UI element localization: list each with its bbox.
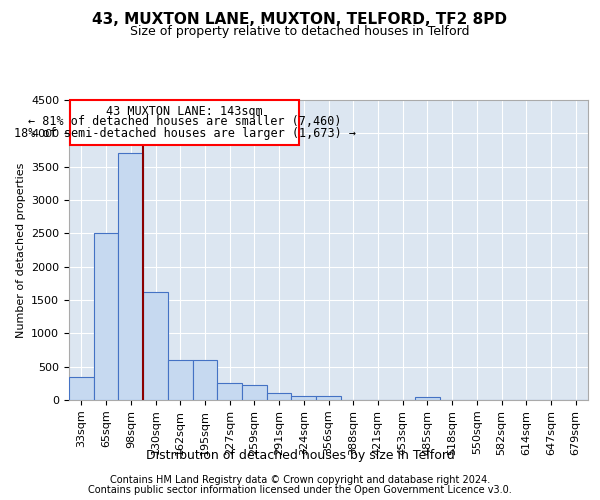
- Bar: [193, 360, 217, 400]
- Y-axis label: Number of detached properties: Number of detached properties: [16, 162, 26, 338]
- Bar: [69, 376, 94, 400]
- Text: Contains HM Land Registry data © Crown copyright and database right 2024.: Contains HM Land Registry data © Crown c…: [110, 475, 490, 485]
- FancyBboxPatch shape: [70, 100, 299, 144]
- Text: 18% of semi-detached houses are larger (1,673) →: 18% of semi-detached houses are larger (…: [14, 126, 356, 140]
- Text: Size of property relative to detached houses in Telford: Size of property relative to detached ho…: [130, 25, 470, 38]
- Text: 43 MUXTON LANE: 143sqm: 43 MUXTON LANE: 143sqm: [106, 104, 263, 118]
- Bar: [94, 234, 118, 400]
- Bar: [292, 396, 316, 400]
- Bar: [168, 360, 193, 400]
- Bar: [267, 394, 292, 400]
- Bar: [316, 396, 341, 400]
- Text: Distribution of detached houses by size in Telford: Distribution of detached houses by size …: [146, 450, 454, 462]
- Bar: [217, 384, 242, 400]
- Text: ← 81% of detached houses are smaller (7,460): ← 81% of detached houses are smaller (7,…: [28, 114, 341, 128]
- Bar: [242, 386, 267, 400]
- Bar: [415, 397, 440, 400]
- Text: 43, MUXTON LANE, MUXTON, TELFORD, TF2 8PD: 43, MUXTON LANE, MUXTON, TELFORD, TF2 8P…: [92, 12, 508, 28]
- Bar: [118, 154, 143, 400]
- Text: Contains public sector information licensed under the Open Government Licence v3: Contains public sector information licen…: [88, 485, 512, 495]
- Bar: [143, 292, 168, 400]
